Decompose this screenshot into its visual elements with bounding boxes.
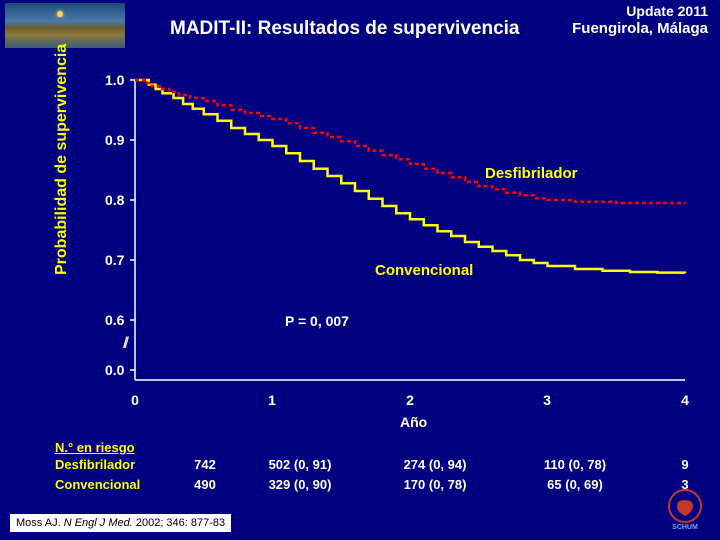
series-desf [135, 80, 685, 204]
risk-cell: 329 (0, 90) [255, 477, 345, 492]
schum-logo: SCHUM [662, 486, 708, 532]
risk-cell: 502 (0, 91) [255, 457, 345, 472]
x-tick: 2 [406, 392, 414, 408]
risk-cell: 742 [160, 457, 250, 472]
series-label-desfibrilador: Desfibrilador [485, 165, 578, 182]
svg-text:SCHUM: SCHUM [672, 524, 698, 531]
y-tick: 0.8 [105, 192, 124, 208]
citation-journal: N Engl J Med. [64, 517, 133, 529]
chart-area: Probabilidad de supervivencia 1.00.90.80… [55, 70, 685, 430]
x-axis-label: Año [400, 414, 427, 430]
series-label-convencional: Convencional [375, 262, 473, 279]
header-image [5, 3, 125, 48]
update-label: Update 2011 [626, 3, 708, 19]
p-value: P = 0, 007 [285, 313, 349, 329]
x-tick: 3 [543, 392, 551, 408]
risk-cell: 490 [160, 477, 250, 492]
citation: Moss AJ. N Engl J Med. 2002; 346: 877-83 [10, 514, 231, 532]
survival-plot [135, 80, 685, 380]
x-tick: 0 [131, 392, 139, 408]
risk-header: N.° en riesgo [55, 440, 685, 455]
y-tick: 1.0 [105, 72, 124, 88]
risk-table: N.° en riesgo Desfibrilador742 502 (0, 91… [55, 440, 685, 495]
y-tick: 0.0 [105, 362, 124, 378]
y-axis-label: Probabilidad de supervivencia [53, 44, 71, 305]
slide-title: MADIT-II: Resultados de supervivencia [170, 18, 519, 40]
x-tick: 4 [681, 392, 689, 408]
risk-cell: 65 (0, 69) [530, 477, 620, 492]
risk-row-label: Desfibrilador [55, 457, 165, 472]
x-tick: 1 [268, 392, 276, 408]
y-tick: 0.6 [105, 312, 124, 328]
risk-cell: 274 (0, 94) [390, 457, 480, 472]
header: MADIT-II: Resultados de supervivencia Up… [0, 0, 720, 50]
risk-cell: 110 (0, 78) [530, 457, 620, 472]
risk-row-label: Convencional [55, 477, 165, 492]
risk-cell: 170 (0, 78) [390, 477, 480, 492]
citation-author: Moss AJ. [16, 517, 61, 529]
location-label: Fuengirola, Málaga [572, 20, 708, 37]
risk-row: Convencional490 329 (0, 90) 170 (0, 78) 65 … [55, 477, 685, 495]
y-tick: 0.7 [105, 252, 124, 268]
axis-break: // [123, 335, 126, 353]
y-tick: 0.9 [105, 132, 124, 148]
series-conv [135, 80, 685, 273]
risk-row: Desfibrilador742 502 (0, 91) 274 (0, 94) 11… [55, 457, 685, 475]
citation-ref: 2002; 346: 877-83 [136, 517, 225, 529]
risk-cell: 9 [640, 457, 720, 472]
